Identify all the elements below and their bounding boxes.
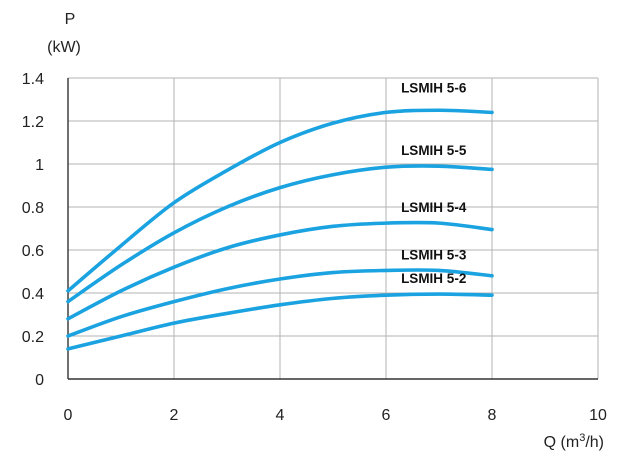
x-tick-label: 0 (64, 407, 73, 424)
grid (68, 77, 599, 379)
x-tick-label: 8 (488, 407, 497, 424)
y-axis-label: P (65, 11, 76, 28)
x-axis-label: Q (m3/h) (544, 432, 604, 451)
series-line (66, 108, 494, 293)
y-tick-label: 1.2 (22, 114, 44, 131)
curve-labels: LSMIH 5-6 LSMIH 5-5 LSMIH 5-4 LSMIH 5-3 LSMI… (401, 80, 467, 286)
series-label: LSMIH 5-4 (401, 200, 467, 215)
x-tick-label: 6 (382, 407, 391, 424)
tick-labels: 0 2 4 6 8 10 0 0.2 0.4 0.6 0.8 1 1.2 1.4 (22, 71, 607, 424)
series-label: LSMIH 5-2 (401, 271, 466, 286)
y-axis-unit: (kW) (47, 39, 81, 56)
curves (66, 108, 494, 351)
axes (67, 78, 598, 380)
series-label: LSMIH 5-5 (401, 143, 467, 158)
x-tick-label: 10 (589, 407, 607, 424)
y-tick-label: 1 (35, 157, 44, 174)
y-tick-label: 0.2 (22, 329, 44, 346)
y-tick-label: 1.4 (22, 71, 44, 88)
series-line (66, 164, 494, 304)
series-line (66, 220, 494, 321)
x-tick-label: 2 (170, 407, 179, 424)
series-line (66, 292, 494, 351)
series-line (66, 268, 494, 338)
x-tick-label: 4 (276, 407, 285, 424)
y-tick-label: 0.4 (22, 286, 44, 303)
y-tick-label: 0.6 (22, 243, 44, 260)
series-label: LSMIH 5-3 (401, 247, 467, 262)
y-tick-label: 0 (35, 372, 44, 389)
y-tick-label: 0.8 (22, 200, 44, 217)
series-label: LSMIH 5-6 (401, 80, 467, 95)
